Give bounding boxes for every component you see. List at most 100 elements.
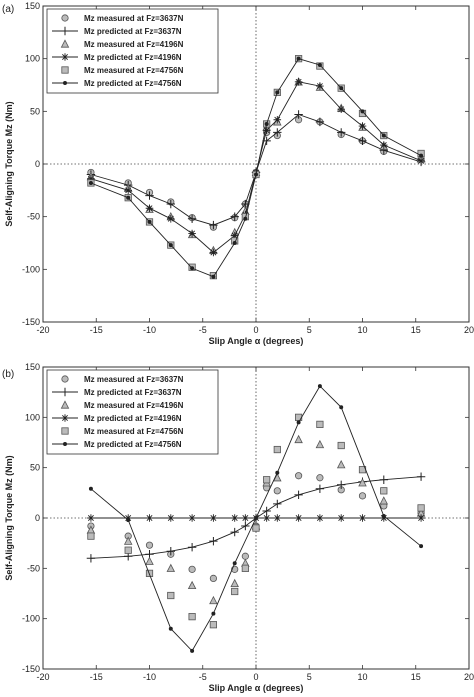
square-marker <box>209 621 217 629</box>
circle-marker <box>358 492 367 500</box>
dot-marker <box>211 274 216 279</box>
series-1 <box>87 472 425 583</box>
x-tick-label: 10 <box>357 325 367 335</box>
triangle-marker <box>123 536 133 545</box>
x-tick-label: -15 <box>90 672 103 682</box>
dot-marker <box>147 219 152 224</box>
dot-marker <box>254 172 258 177</box>
plus-marker <box>60 26 70 36</box>
dot-marker <box>190 648 195 653</box>
legend-label: Mz predicted at Fz=3637N <box>84 27 182 36</box>
asterisk-marker <box>262 514 271 522</box>
legend-label: Mz predicted at Fz=4756N <box>84 440 182 449</box>
legend-box <box>46 8 219 94</box>
asterisk-marker <box>167 514 175 522</box>
x-tick-label: -10 <box>143 672 156 682</box>
panel-label: (a) <box>2 4 14 15</box>
plus-marker <box>209 220 218 230</box>
dot-marker <box>232 561 237 566</box>
square-marker <box>87 532 95 540</box>
y-tick-label: 50 <box>30 463 40 473</box>
dot-marker <box>88 486 93 491</box>
plus-marker <box>273 499 282 509</box>
plus-marker <box>294 110 303 119</box>
dot-marker <box>254 516 258 520</box>
x-tick-label: 15 <box>411 325 421 335</box>
x-tick-label: 15 <box>411 672 421 682</box>
plus-marker <box>241 521 250 531</box>
legend-entry: Mz measured at Fz=3637N <box>61 375 184 384</box>
plus-marker <box>166 547 175 556</box>
legend-label: Mz predicted at Fz=4196N <box>84 414 182 423</box>
circle-marker <box>209 574 217 583</box>
chart-panel-a: -20 -15 -10 -5 0 5 10 15 20-150-100-50050100150S… <box>2 1 474 346</box>
legend-box <box>46 369 219 455</box>
dot-marker <box>243 216 248 221</box>
y-tick-label: 150 <box>25 362 40 372</box>
plus-marker <box>358 136 367 146</box>
plus-marker <box>315 117 325 127</box>
square-marker <box>263 476 271 484</box>
plus-marker <box>60 387 70 397</box>
asterisk-marker <box>262 126 271 135</box>
asterisk-marker <box>316 82 324 90</box>
asterisk-marker <box>337 105 345 114</box>
y-tick-label: -100 <box>22 264 40 274</box>
plus-marker <box>337 128 346 137</box>
circle-marker <box>294 472 303 480</box>
dot-marker <box>381 133 386 138</box>
x-tick-label: 10 <box>357 672 367 682</box>
dot-marker <box>317 62 322 67</box>
square-marker <box>252 524 260 532</box>
square-marker <box>273 445 281 454</box>
dot-marker <box>339 405 344 410</box>
y-axis-label: Self-Aligning Torque Mz (Nm) <box>4 101 14 226</box>
triangle-marker <box>60 39 70 48</box>
dot-marker <box>168 626 173 631</box>
x-tick-label: 5 <box>307 672 312 682</box>
y-tick-label: -50 <box>27 212 40 222</box>
legend-entry: Mz predicted at Fz=4756N <box>52 79 182 88</box>
y-tick-label: -100 <box>22 614 40 624</box>
asterisk-marker <box>188 229 196 238</box>
dot-marker <box>126 195 131 200</box>
asterisk-marker <box>337 514 345 522</box>
y-tick-label: 50 <box>30 106 40 116</box>
asterisk-marker <box>316 514 324 522</box>
dot-marker <box>360 109 365 114</box>
plus-marker <box>262 506 271 516</box>
square-marker <box>337 441 345 450</box>
dot-marker <box>296 420 301 425</box>
triangle-marker <box>315 439 325 449</box>
square-marker <box>124 546 132 554</box>
plus-marker <box>230 212 239 221</box>
asterisk-marker <box>417 514 425 522</box>
x-tick-label: 5 <box>307 325 312 335</box>
dot-marker <box>419 153 424 158</box>
y-tick-label: 0 <box>35 159 40 169</box>
asterisk-marker <box>273 514 282 522</box>
triangle-marker <box>336 459 346 469</box>
asterisk-marker <box>358 514 367 522</box>
dot-marker <box>126 518 131 523</box>
asterisk-marker <box>61 53 69 61</box>
triangle-marker <box>294 434 303 444</box>
y-tick-label: -50 <box>27 563 40 573</box>
legend-label: Mz measured at Fz=4196N <box>84 40 184 49</box>
series-6 <box>88 56 424 279</box>
circle-marker <box>241 552 249 560</box>
square-marker <box>380 487 388 495</box>
dot-marker <box>275 470 280 475</box>
triangle-marker <box>166 563 176 572</box>
dot-marker <box>211 611 216 616</box>
square-marker <box>167 591 175 600</box>
x-tick-label: -10 <box>143 325 156 335</box>
circle-marker <box>145 541 154 549</box>
circle-marker <box>61 14 69 22</box>
x-tick-label: 0 <box>253 672 258 682</box>
legend-entry: Mz predicted at Fz=4196N <box>52 53 182 62</box>
plus-marker <box>273 128 282 137</box>
x-tick-label: 20 <box>464 325 474 335</box>
dot-marker <box>168 243 173 248</box>
legend-label: Mz measured at Fz=3637N <box>84 14 184 23</box>
